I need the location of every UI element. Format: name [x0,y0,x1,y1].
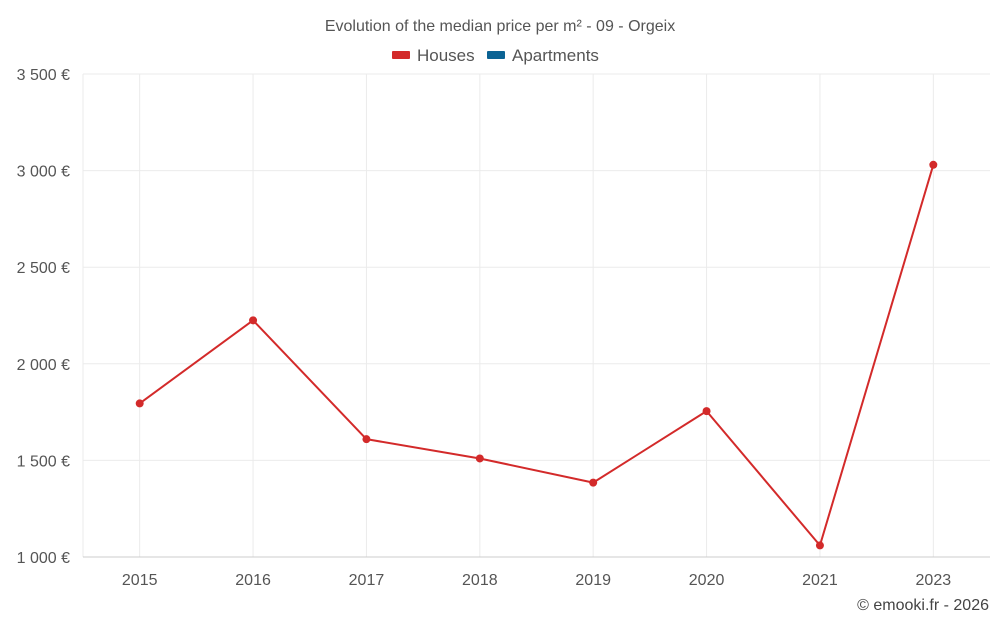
x-tick-label: 2021 [802,572,838,589]
x-axis: 2015 2016 2017 2018 2019 2020 2021 2023 [83,556,990,589]
y-axis: 1 000 € 1 500 € 2 000 € 2 500 € 3 000 € 3 500… [17,67,70,567]
data-point-houses[interactable] [249,316,258,325]
legend-label-apartments: Apartments [512,46,599,65]
y-tick-label: 1 000 € [17,550,70,567]
data-point-houses[interactable] [475,454,484,463]
x-tick-label: 2017 [349,572,385,589]
x-tick-label: 2015 [122,572,158,589]
x-tick-label: 2023 [916,572,952,589]
x-tick-label: 2020 [689,572,725,589]
data-point-houses[interactable] [815,541,824,550]
y-tick-label: 1 500 € [17,453,70,470]
data-point-houses[interactable] [589,478,598,487]
data-point-houses[interactable] [362,435,371,444]
y-tick-label: 2 000 € [17,357,70,374]
gridlines [82,73,990,557]
series-line-houses [139,164,935,547]
x-tick-label: 2016 [235,572,271,589]
chart-title: Evolution of the median price per m² - 0… [325,18,675,35]
y-tick-label: 3 500 € [17,67,70,84]
x-tick-label: 2019 [575,572,611,589]
data-point-houses[interactable] [135,399,144,408]
data-point-houses[interactable] [702,407,711,416]
legend-item-apartments[interactable]: Apartments [487,46,599,65]
legend-item-houses[interactable]: Houses [392,46,475,65]
legend-swatch-houses [392,51,410,59]
y-tick-label: 2 500 € [17,260,70,277]
series-houses [135,160,938,550]
legend-swatch-apartments [487,51,505,59]
legend: Houses Apartments [392,46,599,65]
y-tick-label: 3 000 € [17,164,70,181]
legend-label-houses: Houses [417,46,475,65]
credit-text: © emooki.fr - 2026 [857,597,989,614]
x-tick-label: 2018 [462,572,498,589]
data-point-houses[interactable] [929,160,938,169]
